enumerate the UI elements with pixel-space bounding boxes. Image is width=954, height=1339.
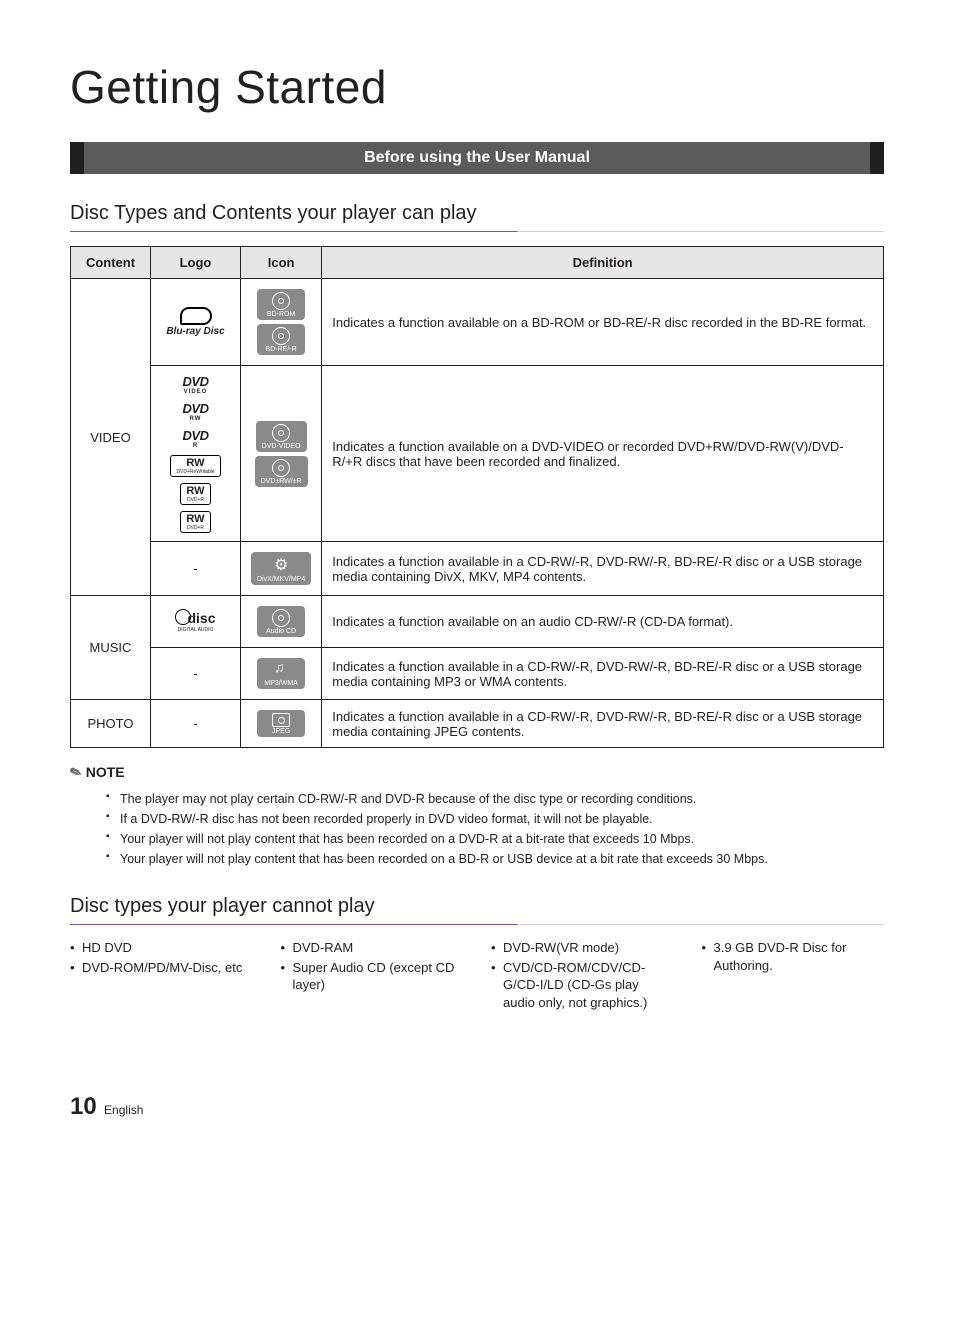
icon-cell-divx: DivX/MKV/MP4 [241, 542, 322, 596]
logo-cell-jpeg: - [151, 700, 241, 748]
definition-text: Indicates a function available in a CD-R… [322, 648, 884, 700]
page-title: Getting Started [70, 60, 884, 114]
cannot-play-item: DVD-RAM [281, 939, 464, 957]
definition-text: Indicates a function available on a BD-R… [322, 279, 884, 366]
subsection-disc-types-play: Disc Types and Contents your player can … [70, 202, 884, 232]
note-item: If a DVD-RW/-R disc has not been recorde… [106, 809, 884, 829]
cannot-play-item: 3.9 GB DVD-R Disc for Authoring. [702, 939, 885, 974]
note-heading: ✎NOTE [70, 764, 884, 781]
dvd-video-badge-icon: DVD-VIDEO [256, 421, 307, 452]
content-label-music: MUSIC [71, 596, 151, 700]
content-label-video: VIDEO [71, 279, 151, 596]
table-header-row: Content Logo Icon Definition [71, 247, 884, 279]
cannot-play-grid: HD DVD DVD-ROM/PD/MV-Disc, etc DVD-RAM S… [70, 939, 884, 1013]
rw-rewritable-logo-icon: RWDVD+ReWritable [170, 455, 220, 477]
definition-text: Indicates a function available on an aud… [322, 596, 884, 648]
rw-plus-r-logo-icon: RWDVD+R [180, 483, 210, 505]
cannot-play-item: Super Audio CD (except CD layer) [281, 959, 464, 994]
table-row: PHOTO - JPEG Indicates a function availa… [71, 700, 884, 748]
cannot-play-col: DVD-RW(VR mode) CVD/CD-ROM/CDV/CD-G/CD-I… [491, 939, 674, 1013]
table-row: DVDVIDEO DVDRW DVDR RWDVD+ReWritable RWD… [71, 366, 884, 542]
th-logo: Logo [151, 247, 241, 279]
divx-badge-icon: DivX/MKV/MP4 [251, 552, 311, 585]
dvd-r-logo-icon: DVDR [183, 428, 209, 449]
content-label-photo: PHOTO [71, 700, 151, 748]
table-row: - MP3/WMA Indicates a function available… [71, 648, 884, 700]
th-icon: Icon [241, 247, 322, 279]
note-list: The player may not play certain CD-RW/-R… [70, 789, 884, 869]
page-footer: 10 English [70, 1093, 884, 1121]
disc-types-table: Content Logo Icon Definition VIDEO Blu-r… [70, 246, 884, 748]
definition-text: Indicates a function available in a CD-R… [322, 700, 884, 748]
audio-cd-badge-icon: Audio CD [257, 606, 305, 637]
compact-disc-logo-icon: discDIGITAL AUDIO [161, 610, 230, 633]
bluray-logo-icon: Blu-ray Disc [161, 307, 230, 337]
dvd-rw-logo-icon: DVDRW [183, 401, 209, 422]
note-item: Your player will not play content that h… [106, 849, 884, 869]
note-item: The player may not play certain CD-RW/-R… [106, 789, 884, 809]
table-row: - DivX/MKV/MP4 Indicates a function avai… [71, 542, 884, 596]
note-item: Your player will not play content that h… [106, 829, 884, 849]
logo-cell-cd: discDIGITAL AUDIO [151, 596, 241, 648]
section-banner: Before using the User Manual [70, 142, 884, 174]
cannot-play-item: DVD-RW(VR mode) [491, 939, 674, 957]
dvd-rw-r-badge-icon: DVD±RW/±R [255, 456, 308, 487]
icon-cell-jpeg: JPEG [241, 700, 322, 748]
cannot-play-item: CVD/CD-ROM/CDV/CD-G/CD-I/LD (CD-Gs play … [491, 959, 674, 1012]
cannot-play-col: HD DVD DVD-ROM/PD/MV-Disc, etc [70, 939, 253, 1013]
bd-rom-badge-icon: BD-ROM [257, 289, 305, 320]
icon-cell-dvd: DVD-VIDEO DVD±RW/±R [241, 366, 322, 542]
subsection-cannot-play: Disc types your player cannot play [70, 895, 884, 925]
rw-plus-r2-logo-icon: RWDVD+R [180, 511, 210, 533]
th-content: Content [71, 247, 151, 279]
note-heading-text: NOTE [86, 764, 125, 780]
bluray-logo-text: Blu-ray Disc [166, 326, 224, 337]
bd-re-r-badge-icon: BD-RE/-R [257, 324, 305, 355]
jpeg-badge-icon: JPEG [257, 710, 305, 737]
logo-cell-bluray: Blu-ray Disc [151, 279, 241, 366]
th-definition: Definition [322, 247, 884, 279]
note-section: ✎NOTE The player may not play certain CD… [70, 764, 884, 869]
logo-cell-divx: - [151, 542, 241, 596]
icon-cell-audiocd: Audio CD [241, 596, 322, 648]
definition-text: Indicates a function available in a CD-R… [322, 542, 884, 596]
logo-cell-mp3: - [151, 648, 241, 700]
cannot-play-col: DVD-RAM Super Audio CD (except CD layer) [281, 939, 464, 1013]
pencil-icon: ✎ [67, 763, 84, 783]
table-row: VIDEO Blu-ray Disc BD-ROM BD-RE/-R Indic… [71, 279, 884, 366]
cannot-play-item: DVD-ROM/PD/MV-Disc, etc [70, 959, 253, 977]
icon-cell-mp3: MP3/WMA [241, 648, 322, 700]
table-row: MUSIC discDIGITAL AUDIO Audio CD Indicat… [71, 596, 884, 648]
dvd-video-logo-icon: DVDVIDEO [183, 374, 209, 395]
cannot-play-item: HD DVD [70, 939, 253, 957]
definition-text: Indicates a function available on a DVD-… [322, 366, 884, 542]
icon-cell-bluray: BD-ROM BD-RE/-R [241, 279, 322, 366]
cannot-play-col: 3.9 GB DVD-R Disc for Authoring. [702, 939, 885, 1013]
page-language: English [104, 1103, 143, 1117]
page-number: 10 [70, 1093, 97, 1120]
logo-cell-dvd: DVDVIDEO DVDRW DVDR RWDVD+ReWritable RWD… [151, 366, 241, 542]
mp3-wma-badge-icon: MP3/WMA [257, 658, 305, 689]
